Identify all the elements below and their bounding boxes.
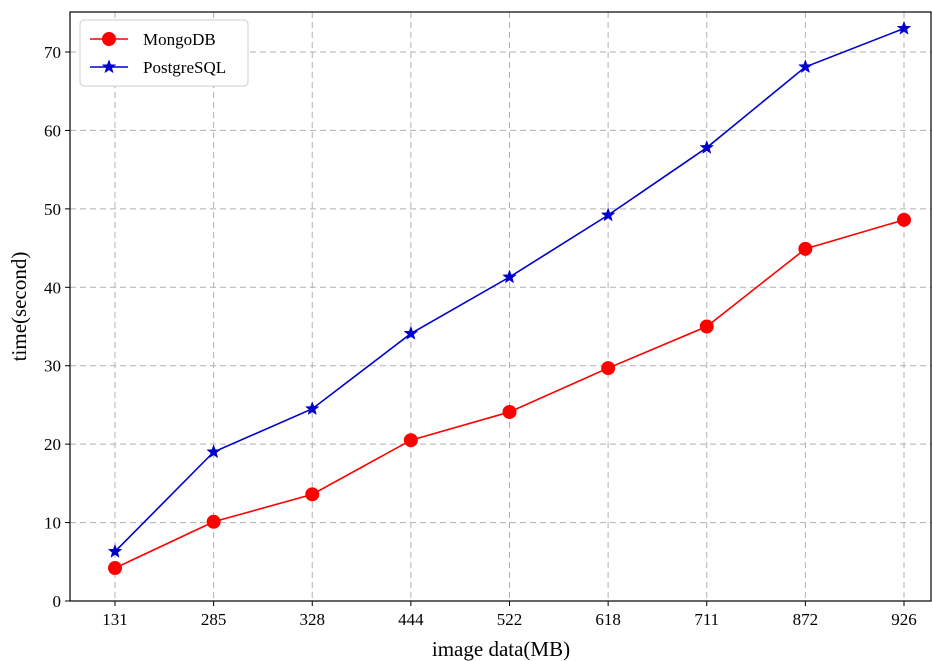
series-mongodb xyxy=(108,212,911,576)
data-point-postgresql xyxy=(403,325,419,340)
legend-item-postgresql: PostgreSQL xyxy=(90,58,226,77)
x-tick-label: 285 xyxy=(201,610,227,629)
y-tick-label: 70 xyxy=(44,43,61,62)
y-tick-label: 10 xyxy=(44,514,61,533)
y-tick-label: 20 xyxy=(44,435,61,454)
data-point-postgresql xyxy=(206,444,221,459)
x-tick-label: 328 xyxy=(300,610,326,629)
y-tick-label: 40 xyxy=(44,278,61,297)
data-point-mongodb xyxy=(699,319,714,334)
x-tick-label: 131 xyxy=(102,610,128,629)
data-point-postgresql xyxy=(107,543,123,558)
data-point-postgresql xyxy=(896,20,912,35)
legend-item-mongodb: MongoDB xyxy=(90,30,216,49)
y-tick-label: 30 xyxy=(44,357,61,376)
data-point-postgresql xyxy=(798,59,813,74)
x-tick-label: 872 xyxy=(793,610,819,629)
x-tick-label: 618 xyxy=(595,610,621,629)
data-point-postgresql xyxy=(699,139,715,154)
legend-label-mongodb: MongoDB xyxy=(143,30,216,49)
y-axis-ticks: 0 10 20 30 40 50 60 70 xyxy=(44,43,70,611)
x-tick-label: 444 xyxy=(398,610,424,629)
plot-frame xyxy=(69,11,932,602)
data-point-postgresql xyxy=(304,401,320,416)
data-point-mongodb xyxy=(502,404,517,419)
data-point-mongodb xyxy=(403,433,418,448)
x-tick-label: 522 xyxy=(497,610,523,629)
y-tick-label: 0 xyxy=(53,592,62,611)
series-group xyxy=(107,20,912,576)
data-point-mongodb xyxy=(897,212,911,227)
data-point-mongodb xyxy=(305,487,320,502)
data-point-mongodb xyxy=(601,361,616,376)
legend-box xyxy=(79,19,249,87)
data-point-mongodb xyxy=(108,561,122,576)
series-postgresql xyxy=(107,20,912,558)
x-axis-label: image data(MB) xyxy=(432,637,570,661)
legend-marker-postgresql xyxy=(101,59,117,74)
y-axis-label: time(second) xyxy=(7,252,31,362)
data-point-postgresql xyxy=(502,269,517,284)
legend: MongoDB PostgreSQL xyxy=(79,19,249,87)
data-point-postgresql xyxy=(600,207,616,222)
x-axis-ticks: 131 285 328 444 522 618 711 872 926 xyxy=(102,601,917,629)
x-tick-label: 926 xyxy=(891,610,917,629)
legend-label-postgresql: PostgreSQL xyxy=(143,58,226,77)
legend-marker-mongodb xyxy=(102,32,116,46)
y-tick-label: 60 xyxy=(44,121,61,140)
data-point-mongodb xyxy=(206,514,221,529)
y-tick-label: 50 xyxy=(44,200,61,219)
grid xyxy=(70,12,932,601)
data-point-mongodb xyxy=(798,241,813,256)
x-tick-label: 711 xyxy=(694,610,719,629)
